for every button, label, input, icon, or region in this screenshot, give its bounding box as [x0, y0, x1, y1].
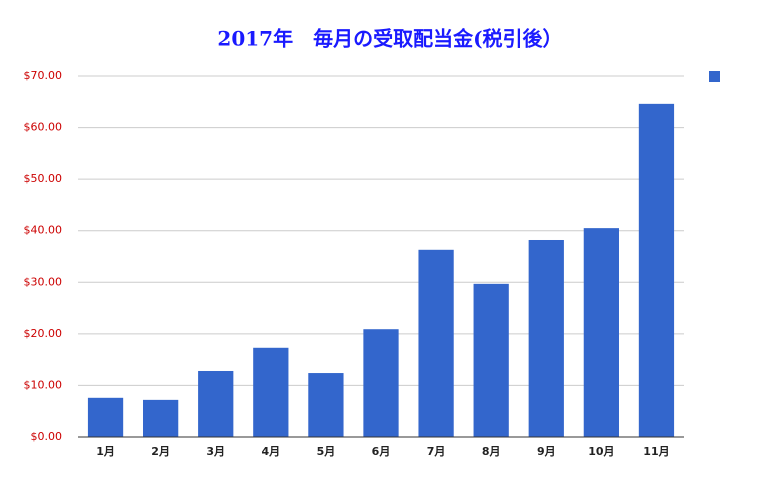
x-tick-label: 2月	[151, 445, 170, 458]
legend-swatch	[709, 71, 720, 82]
bar	[87, 397, 124, 437]
bar	[143, 399, 179, 437]
y-tick-label: $30.00	[24, 275, 63, 288]
bar	[253, 347, 289, 437]
x-tick-label: 9月	[537, 445, 556, 458]
y-tick-label: $20.00	[24, 327, 63, 340]
bar	[418, 249, 454, 437]
bar	[528, 239, 564, 437]
y-tick-label: $0.00	[31, 430, 63, 443]
x-tick-label: 5月	[317, 445, 336, 458]
bar	[308, 373, 344, 437]
x-tick-label: 3月	[206, 445, 225, 458]
x-tick-label: 8月	[482, 445, 501, 458]
y-tick-label: $40.00	[24, 224, 63, 237]
bar	[198, 370, 234, 437]
x-tick-label: 11月	[643, 445, 669, 458]
chart-title: 2017年 毎月の受取配当金(税引後）	[217, 27, 562, 51]
x-tick-label: 1月	[96, 445, 115, 458]
x-tick-label: 10月	[588, 445, 614, 458]
bar	[638, 103, 675, 437]
bar	[363, 329, 399, 437]
y-tick-label: $50.00	[24, 172, 63, 185]
bar	[583, 228, 619, 437]
y-tick-label: $70.00	[24, 69, 63, 82]
y-tick-label: $60.00	[24, 121, 63, 134]
x-tick-label: 4月	[261, 445, 280, 458]
x-tick-label: 7月	[427, 445, 446, 458]
bar	[473, 283, 509, 437]
x-tick-label: 6月	[372, 445, 391, 458]
y-tick-label: $10.00	[24, 378, 63, 391]
